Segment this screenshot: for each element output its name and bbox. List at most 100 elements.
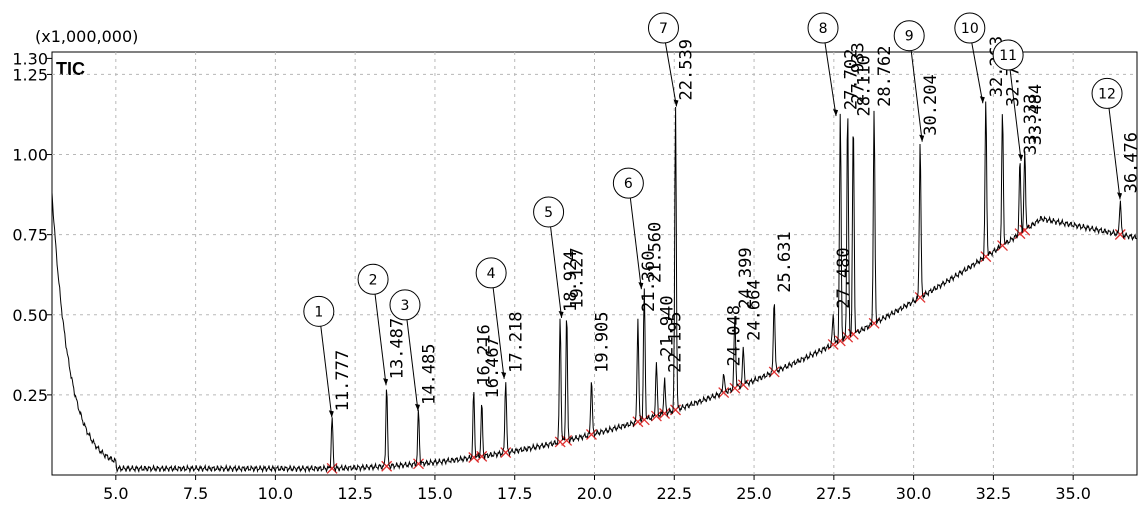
peak-label: 24.664 — [744, 279, 764, 340]
callout-number: 2 — [369, 272, 378, 288]
callout-arrow — [979, 96, 985, 104]
callout-arrow — [638, 282, 644, 290]
peak-label: 28.762 — [875, 45, 895, 106]
integration-marker — [718, 387, 730, 399]
callout-circle — [612, 167, 644, 199]
peak-label: 16.467 — [483, 337, 503, 398]
peak-label: 18.924 — [561, 251, 581, 312]
x-tick-label: 17.5 — [497, 484, 533, 503]
peak-label: 17.218 — [507, 311, 527, 372]
callout-leader — [492, 287, 505, 379]
callout-circle — [992, 39, 1024, 71]
y-tick-label: 0.50 — [12, 306, 48, 325]
integration-marker — [586, 429, 597, 440]
peak-label: 27.933 — [849, 42, 869, 103]
callout-number: 1 — [314, 304, 323, 320]
integration-marker — [381, 460, 393, 472]
callout-circle — [647, 12, 679, 44]
callout-arrow — [1117, 192, 1123, 200]
callout-arrow — [328, 410, 334, 418]
callout-leader — [824, 42, 837, 117]
callout-arrow — [673, 99, 679, 107]
callout-leader — [374, 294, 387, 386]
x-tick-label: 32.5 — [976, 484, 1012, 503]
tic-trace — [51, 101, 1138, 474]
callout-leader — [406, 319, 419, 411]
y-tick-label: 1.25 — [12, 65, 48, 84]
x-tick-label: 12.5 — [337, 484, 373, 503]
callout-number: 7 — [659, 21, 668, 37]
callout-arrow — [414, 403, 420, 411]
callout-leader — [550, 226, 563, 319]
callout-leader — [1108, 108, 1121, 200]
peak-label: 27.702 — [841, 49, 861, 110]
peak-label: 28.110 — [854, 55, 874, 116]
peak-label: 33.484 — [1026, 84, 1046, 145]
callout-circle — [303, 295, 335, 327]
integration-marker — [413, 458, 424, 470]
peak-label: 33.333 — [1021, 94, 1041, 155]
peak-label: 16.216 — [475, 324, 495, 385]
callout-number: 6 — [624, 176, 633, 192]
y-tick-label: 0.75 — [12, 226, 48, 245]
peak-label: 14.485 — [420, 343, 440, 404]
peak-label: 27.480 — [834, 247, 854, 308]
x-tick-label: 30.0 — [896, 484, 932, 503]
peak-label: 30.204 — [921, 74, 941, 135]
x-tick-label: 35.0 — [1055, 484, 1091, 503]
peak-label: 25.631 — [775, 231, 795, 292]
x-tick-label: 22.5 — [656, 484, 692, 503]
callout-circle — [807, 12, 839, 44]
peak-label: 22.539 — [677, 39, 697, 100]
peak-label: 36.476 — [1121, 132, 1141, 193]
callout-arrow — [919, 134, 925, 142]
callout-arrow — [558, 310, 564, 318]
peak-label: 21.560 — [645, 222, 665, 283]
callout-number: 11 — [999, 48, 1017, 64]
x-tick-label: 15.0 — [417, 484, 453, 503]
y-tick-label: 1.30 — [12, 49, 48, 68]
callout-number: 4 — [487, 266, 496, 282]
peak-label: 13.487 — [388, 318, 408, 379]
callout-leader — [971, 42, 984, 104]
series-label: TIC — [56, 59, 85, 79]
callout-leader — [1009, 69, 1022, 162]
integration-marker — [659, 408, 671, 419]
peak-label: 19.127 — [568, 247, 588, 308]
peak-label: 22.195 — [666, 311, 686, 372]
callout-circle — [357, 263, 389, 295]
x-tick-label: 27.5 — [816, 484, 852, 503]
callout-arrow — [833, 109, 839, 117]
integration-marker — [914, 291, 926, 303]
peak-label: 24.048 — [725, 305, 745, 366]
x-tick-label: 7.5 — [183, 484, 208, 503]
callout-number: 8 — [819, 21, 828, 37]
callout-arrow — [1018, 153, 1024, 161]
peak-label: 19.905 — [592, 311, 612, 372]
callout-number: 9 — [905, 29, 914, 45]
callout-number: 3 — [401, 298, 410, 314]
callout-leader — [664, 42, 677, 107]
callout-circle — [1091, 77, 1123, 109]
callout-arrow — [501, 371, 507, 379]
scale-label: (x1,000,000) — [35, 27, 138, 46]
callout-number: 12 — [1098, 86, 1116, 102]
callout-circle — [389, 289, 421, 321]
callout-leader — [910, 50, 923, 142]
x-tick-label: 20.0 — [577, 484, 613, 503]
y-tick-label: 1.00 — [12, 146, 48, 165]
peak-label: 24.399 — [736, 247, 756, 308]
callout-leader — [320, 326, 333, 418]
callout-circle — [533, 196, 565, 228]
callout-number: 5 — [544, 205, 553, 221]
axis-ticks: 5.0 7.5 10.0 12.5 15.0 17.5 20.0 22.5 25.0 27.5 30… — [12, 49, 1091, 503]
integration-marker — [561, 435, 573, 446]
peak-label: 21.360 — [639, 251, 659, 312]
x-tick-label: 10.0 — [258, 484, 294, 503]
peak-label: 11.777 — [333, 350, 353, 411]
integration-marker — [650, 410, 662, 422]
integration-marker — [638, 414, 650, 426]
